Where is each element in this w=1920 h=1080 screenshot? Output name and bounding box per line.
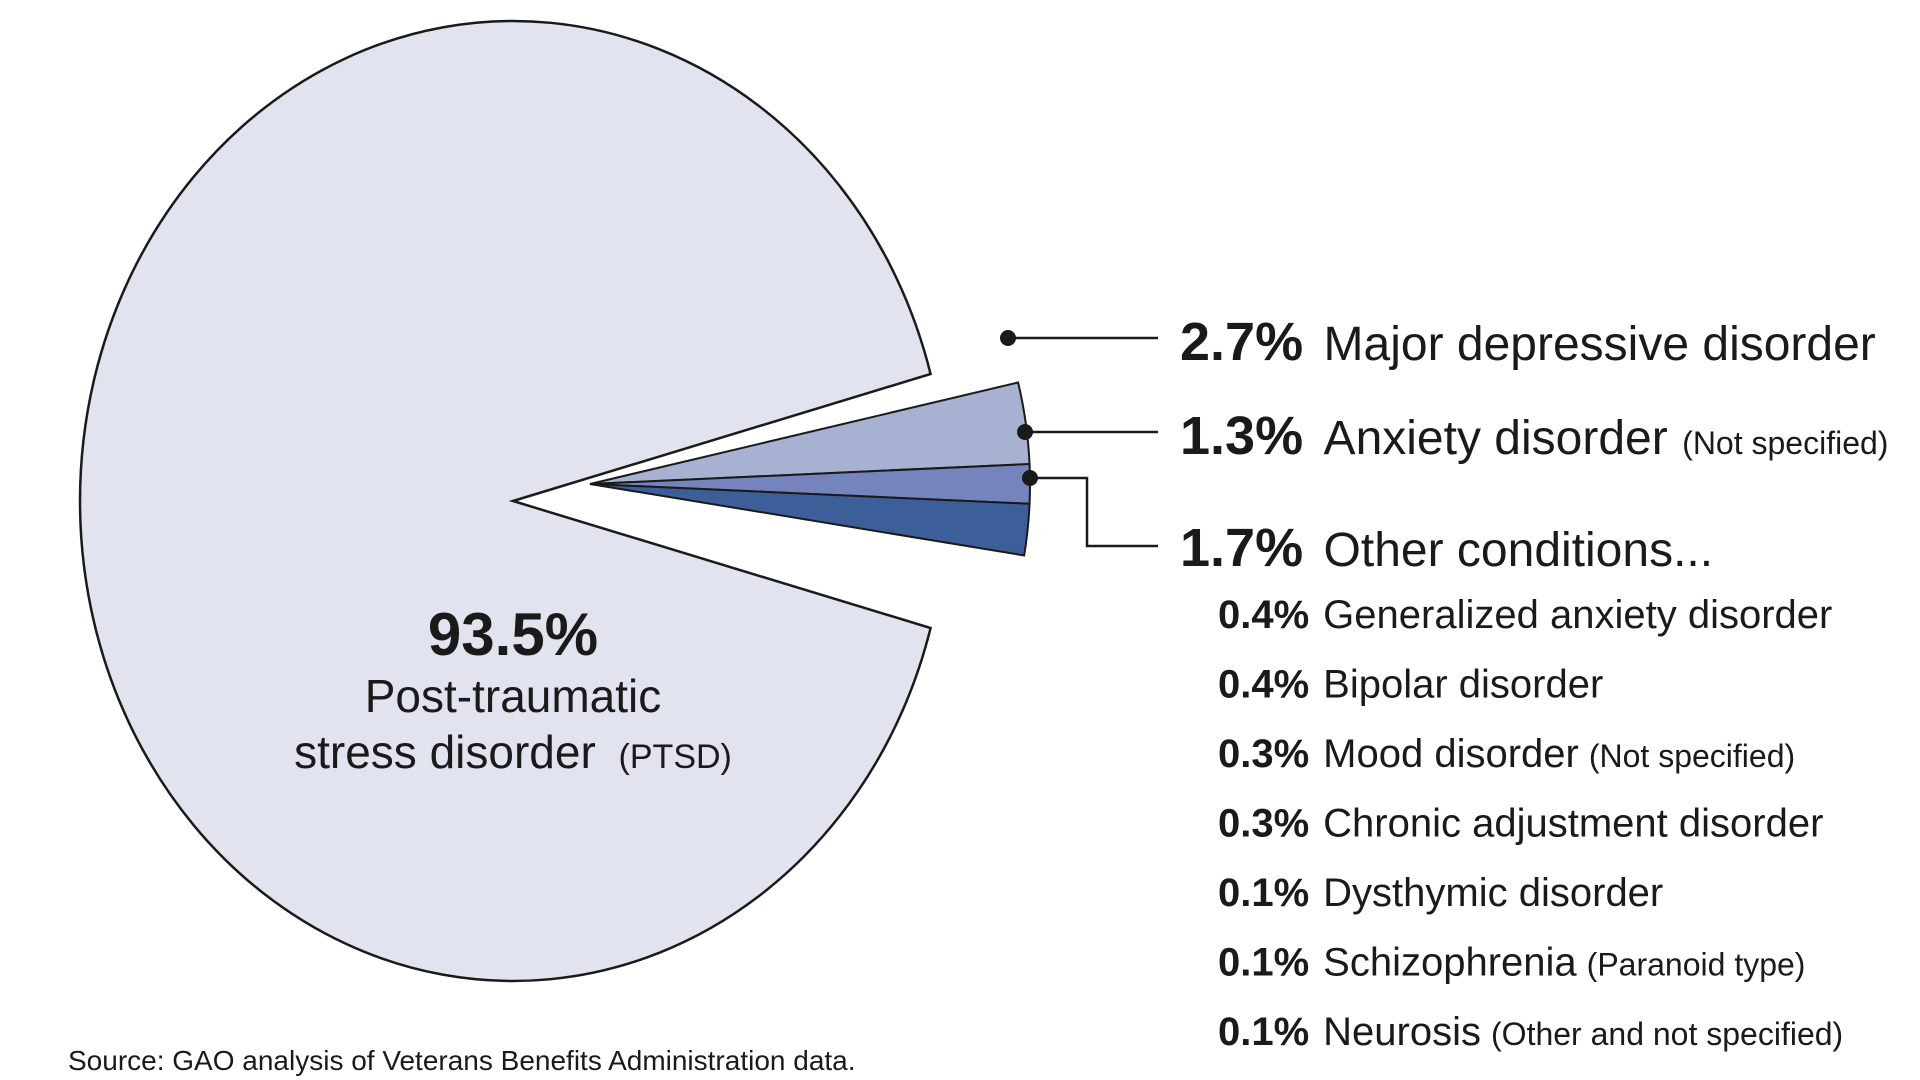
label-anxiety-pct: 1.3% xyxy=(1180,406,1303,466)
breakdown-row-label: Dysthymic disorder xyxy=(1323,871,1663,915)
breakdown-row-pct: 0.3% xyxy=(1218,732,1309,776)
label-anxiety-note: (Not specified) xyxy=(1682,425,1888,461)
breakdown-row-label: Chronic adjustment disorder xyxy=(1323,802,1823,846)
breakdown-row-pct: 0.1% xyxy=(1218,941,1309,985)
label-other-pct: 1.7% xyxy=(1180,518,1303,578)
pie-slice-other xyxy=(589,483,1031,557)
label-other: 1.7% Other conditions... xyxy=(1180,518,1713,578)
breakdown-row-pct: 0.1% xyxy=(1218,871,1309,915)
label-anxiety: 1.3% Anxiety disorder (Not specified) xyxy=(1180,406,1888,466)
breakdown-row: 0.3% Chronic adjustment disorder xyxy=(1218,802,1823,846)
ptsd-percent-label: 93.5% xyxy=(428,601,598,668)
leader-dot-other xyxy=(1022,470,1038,486)
ptsd-label-line2: stress disorder (PTSD) xyxy=(294,726,732,778)
breakdown-row-pct: 0.4% xyxy=(1218,593,1309,637)
label-anxiety-text: Anxiety disorder xyxy=(1324,412,1668,465)
ptsd-label-line2-main: stress disorder xyxy=(294,726,596,778)
leader-line-other xyxy=(1030,476,1158,548)
breakdown-row: 0.1% Dysthymic disorder xyxy=(1218,871,1663,915)
breakdown-row-note: (Other and not specified) xyxy=(1491,1016,1843,1052)
leader-dot-major-depressive xyxy=(1000,330,1016,346)
label-major-depressive-pct: 2.7% xyxy=(1180,312,1303,372)
breakdown-row-note: (Paranoid type) xyxy=(1587,947,1806,983)
ptsd-label-note: (PTSD) xyxy=(619,738,732,776)
breakdown-row: 0.1% Neurosis (Other and not specified) xyxy=(1218,1010,1843,1054)
breakdown-row-note: (Not specified) xyxy=(1589,738,1795,774)
breakdown-row-label: Schizophrenia xyxy=(1323,941,1577,985)
pie-slice-ptsd xyxy=(78,19,933,983)
breakdown-row-label: Generalized anxiety disorder xyxy=(1323,593,1832,637)
breakdown-row-pct: 0.4% xyxy=(1218,663,1309,707)
breakdown-row-pct: 0.3% xyxy=(1218,802,1309,846)
leader-dot-anxiety xyxy=(1017,424,1033,440)
breakdown-row-label: Bipolar disorder xyxy=(1323,663,1603,707)
breakdown-row: 0.4% Bipolar disorder xyxy=(1218,663,1603,707)
breakdown-row-label: Mood disorder xyxy=(1323,732,1579,776)
label-other-text: Other conditions... xyxy=(1324,524,1714,577)
breakdown-row: 0.3% Mood disorder (Not specified) xyxy=(1218,732,1795,776)
label-major-depressive: 2.7% Major depressive disorder xyxy=(1180,312,1876,372)
other-breakdown-list: 0.4% Generalized anxiety disorder 0.4% Bipo… xyxy=(1218,593,1843,1054)
breakdown-row-label: Neurosis xyxy=(1323,1010,1481,1054)
ptsd-label-line1: Post-traumatic xyxy=(365,670,662,722)
source-note: Source: GAO analysis of Veterans Benefit… xyxy=(68,1045,856,1076)
breakdown-row: 0.4% Generalized anxiety disorder xyxy=(1218,593,1832,637)
breakdown-row: 0.1% Schizophrenia (Paranoid type) xyxy=(1218,941,1805,985)
label-major-depressive-text: Major depressive disorder xyxy=(1324,318,1876,371)
breakdown-row-pct: 0.1% xyxy=(1218,1010,1309,1054)
